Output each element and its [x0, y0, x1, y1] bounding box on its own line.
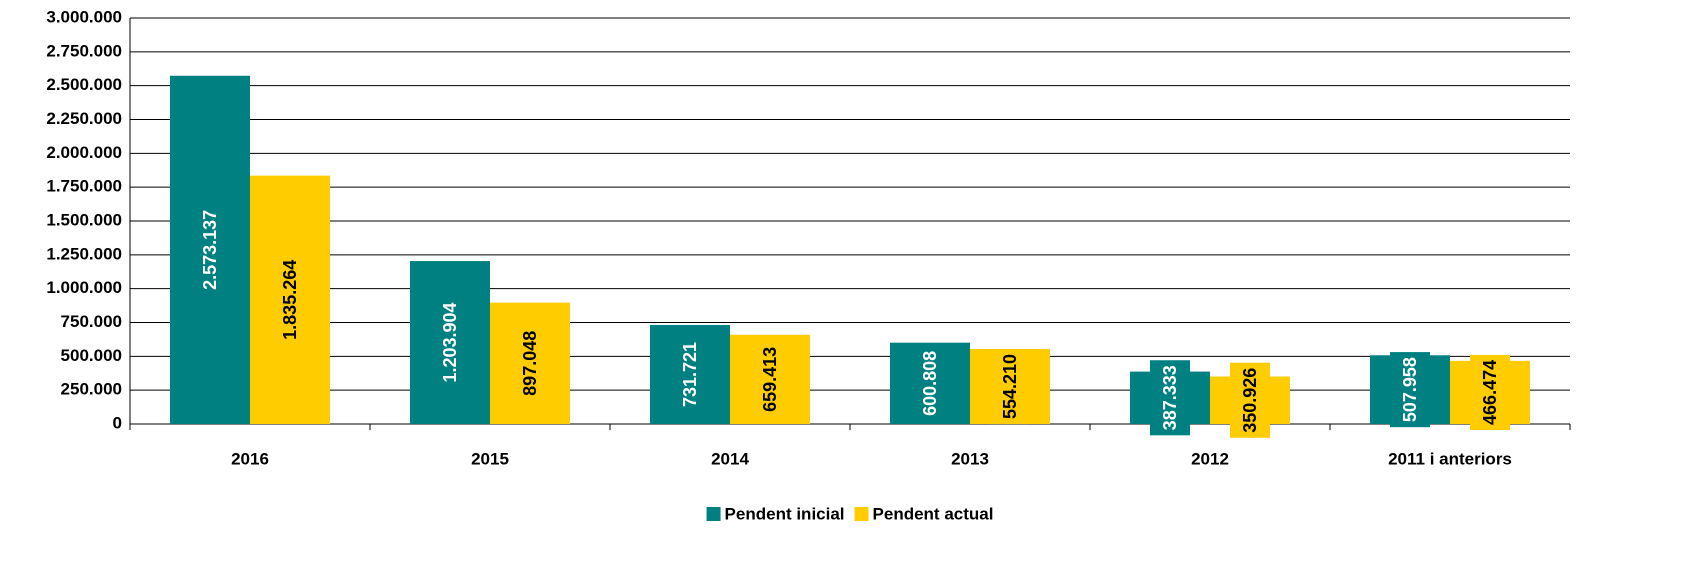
data-label: 731.721 — [670, 336, 710, 413]
data-label-bg — [190, 204, 230, 295]
data-label-bg — [990, 348, 1030, 425]
legend-label: Pendent actual — [873, 504, 994, 523]
x-tick-label: 2014 — [711, 449, 749, 468]
data-label-bg — [510, 325, 550, 401]
y-tick-label: 1.250.000 — [46, 244, 122, 263]
x-tick-label: 2015 — [471, 449, 509, 468]
legend-swatch — [706, 507, 721, 521]
y-tick-label: 2.000.000 — [46, 143, 122, 162]
data-label-bg — [910, 345, 950, 421]
data-label: 507.958 — [1390, 352, 1430, 428]
data-label: 350.926 — [1230, 362, 1270, 438]
data-label: 600.808 — [910, 345, 950, 421]
data-label: 1.203.904 — [430, 297, 470, 388]
data-label-text: 1.203.904 — [440, 302, 460, 382]
data-label-text: 897.048 — [520, 331, 540, 396]
data-label: 2.573.137 — [190, 204, 230, 295]
y-tick-label: 250.000 — [61, 380, 122, 399]
data-label-text: 1.835.264 — [280, 260, 300, 340]
data-label-bg — [750, 341, 790, 417]
data-label-bg — [1230, 362, 1270, 438]
data-label-text: 731.721 — [680, 342, 700, 407]
data-label: 659.413 — [750, 341, 790, 417]
data-label-bg — [430, 297, 470, 388]
x-tick-label: 2012 — [1191, 449, 1229, 468]
data-label-text: 507.958 — [1400, 357, 1420, 422]
data-label-text: 466.474 — [1480, 360, 1500, 425]
x-tick-label: 2011 i anteriors — [1388, 449, 1512, 468]
data-label-text: 659.413 — [760, 347, 780, 412]
y-tick-label: 2.250.000 — [46, 109, 122, 128]
x-tick-label: 2013 — [951, 449, 989, 468]
y-tick-label: 2.750.000 — [46, 41, 122, 60]
legend: Pendent inicial Pendent actual — [706, 504, 994, 523]
y-tick-label: 1.750.000 — [46, 177, 122, 196]
data-label-bg — [270, 254, 310, 345]
data-label-bg — [1470, 354, 1510, 430]
data-label-text: 2.573.137 — [200, 210, 220, 290]
y-tick-label: 1.500.000 — [46, 210, 122, 229]
x-tick-label: 2016 — [231, 449, 269, 468]
data-label-text: 387.333 — [1160, 365, 1180, 430]
y-tick-label: 1.000.000 — [46, 278, 122, 297]
data-label-bg — [1390, 352, 1430, 428]
y-tick-label: 2.500.000 — [46, 75, 122, 94]
y-tick-label: 500.000 — [61, 346, 122, 365]
legend-swatch — [854, 507, 869, 521]
data-label-text: 554.210 — [1000, 354, 1020, 419]
data-label: 897.048 — [510, 325, 550, 401]
legend-label: Pendent inicial — [725, 504, 845, 523]
data-label: 466.474 — [1470, 354, 1510, 430]
data-label: 554.210 — [990, 348, 1030, 425]
data-label-bg — [670, 336, 710, 413]
data-label-text: 600.808 — [920, 351, 940, 416]
y-tick-label: 3.000.000 — [46, 7, 122, 26]
y-tick-label: 0 — [113, 413, 122, 432]
data-label: 387.333 — [1150, 360, 1190, 436]
data-label-text: 350.926 — [1240, 368, 1260, 433]
data-label-bg — [1150, 360, 1190, 436]
data-label: 1.835.264 — [270, 254, 310, 345]
y-tick-label: 750.000 — [61, 312, 122, 331]
